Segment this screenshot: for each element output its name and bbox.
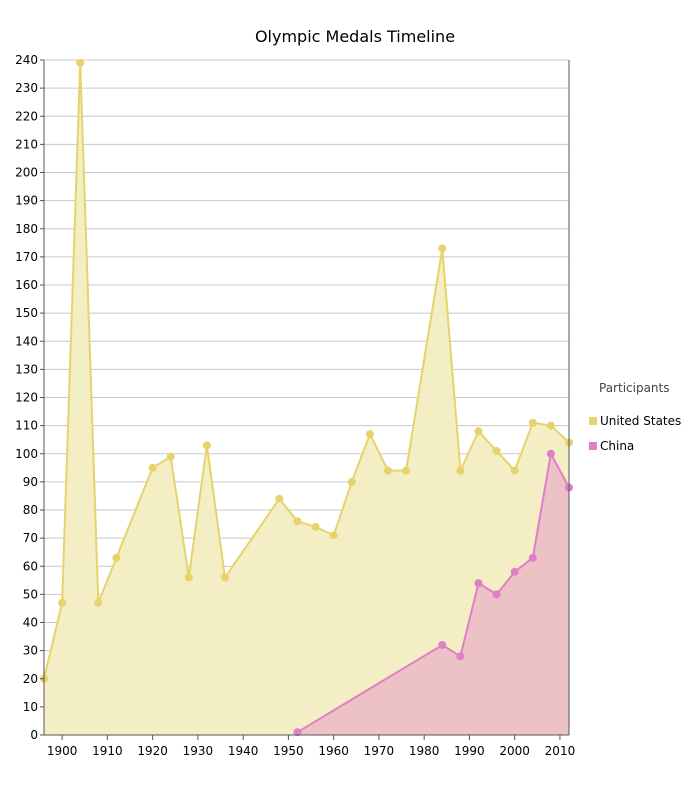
data-point <box>112 553 121 562</box>
y-tick-label: 0 <box>30 728 38 742</box>
chart-title: Olympic Medals Timeline <box>255 27 455 46</box>
data-point <box>474 579 483 588</box>
y-tick-label: 120 <box>15 391 38 405</box>
y-tick-label: 60 <box>23 559 38 573</box>
data-point <box>94 598 103 607</box>
y-tick-label: 40 <box>23 616 38 630</box>
y-tick-label: 240 <box>15 53 38 67</box>
y-tick-label: 160 <box>15 278 38 292</box>
y-tick-label: 210 <box>15 137 38 151</box>
data-point <box>365 430 374 439</box>
y-axis-ticks: 0 10 20 30 40 50 60 70 80 90 100 110 120 130 140 150 160… <box>15 53 44 742</box>
data-point <box>510 466 519 475</box>
y-tick-label: 100 <box>15 447 38 461</box>
data-point <box>456 652 465 661</box>
data-point <box>492 590 501 599</box>
series-line <box>43 62 570 680</box>
y-tick-label: 130 <box>15 362 38 376</box>
y-tick-label: 190 <box>15 194 38 208</box>
data-point <box>148 463 157 472</box>
x-tick-label: 1950 <box>273 744 304 758</box>
data-point <box>184 573 193 582</box>
legend-swatch <box>589 442 597 450</box>
x-tick-label: 1990 <box>454 744 485 758</box>
legend-items: United States China <box>589 414 681 453</box>
data-point <box>329 531 338 540</box>
y-tick-label: 200 <box>15 166 38 180</box>
data-point <box>166 452 175 461</box>
series-area <box>44 62 569 736</box>
y-tick-label: 10 <box>23 700 38 714</box>
data-point <box>438 244 447 253</box>
data-point <box>383 466 392 475</box>
data-point <box>528 553 537 562</box>
y-tick-label: 20 <box>23 672 38 686</box>
y-tick-label: 220 <box>15 109 38 123</box>
data-point <box>546 449 555 458</box>
data-point <box>221 573 230 582</box>
data-point <box>456 466 465 475</box>
y-tick-label: 90 <box>23 475 38 489</box>
y-tick-label: 50 <box>23 587 38 601</box>
data-point <box>474 427 483 436</box>
data-point <box>347 477 356 486</box>
x-tick-label: 1940 <box>228 744 259 758</box>
data-point <box>546 421 555 430</box>
data-point <box>402 466 411 475</box>
x-tick-label: 1920 <box>137 744 168 758</box>
data-point <box>492 446 501 455</box>
x-tick-label: 1930 <box>183 744 214 758</box>
data-point <box>275 494 284 503</box>
y-tick-label: 30 <box>23 644 38 658</box>
x-tick-label: 1900 <box>47 744 78 758</box>
y-tick-label: 230 <box>15 81 38 95</box>
data-point <box>510 567 519 576</box>
legend-title: Participants <box>599 381 670 395</box>
x-tick-label: 2010 <box>545 744 576 758</box>
series-points <box>40 58 573 737</box>
legend-label: China <box>600 439 634 453</box>
x-tick-label: 1970 <box>364 744 395 758</box>
y-tick-label: 110 <box>15 419 38 433</box>
data-point <box>311 522 320 531</box>
legend: Participants United States China <box>589 381 681 453</box>
y-tick-label: 150 <box>15 306 38 320</box>
x-tick-label: 1980 <box>409 744 440 758</box>
x-tick-label: 1910 <box>92 744 123 758</box>
data-point <box>438 641 447 649</box>
data-point <box>58 598 67 607</box>
y-tick-label: 180 <box>15 222 38 236</box>
data-point <box>528 418 537 427</box>
data-point <box>76 58 85 67</box>
legend-label: United States <box>600 414 681 428</box>
x-axis-ticks: 1900 1910 1920 1930 1940 1950 1960 1970 1980 1990… <box>47 735 575 758</box>
data-point <box>293 517 302 526</box>
series-area <box>297 453 569 735</box>
data-point <box>293 728 302 737</box>
data-point <box>202 441 211 450</box>
legend-swatch <box>589 417 597 425</box>
y-tick-label: 170 <box>15 250 38 264</box>
y-tick-label: 80 <box>23 503 38 517</box>
y-tick-label: 70 <box>23 531 38 545</box>
x-tick-label: 2000 <box>499 744 530 758</box>
series-areas <box>44 62 569 736</box>
y-tick-label: 140 <box>15 334 38 348</box>
x-tick-label: 1960 <box>318 744 349 758</box>
